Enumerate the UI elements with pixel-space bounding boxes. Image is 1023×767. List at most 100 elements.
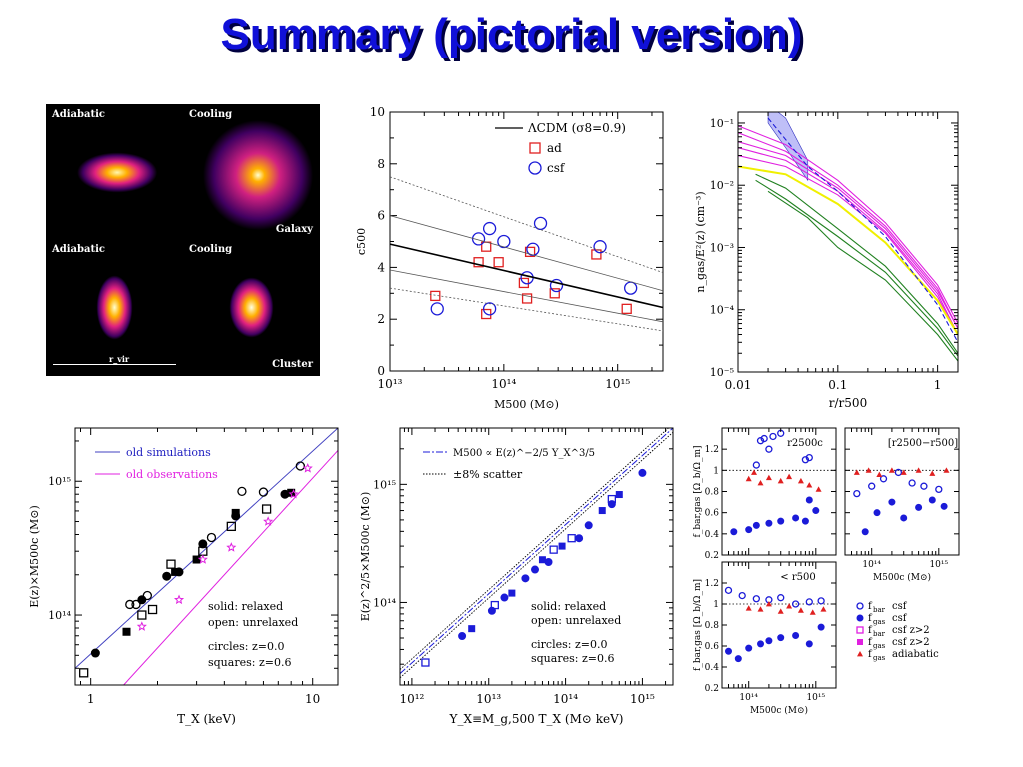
y-tick-label: 10⁻² [710, 179, 734, 192]
baryon-fraction-chart: 0.2 0.4 0.6 0.8 1 1.2 r2500c f_bar,gas [Ω_b/Ω_m… [693, 427, 960, 716]
legend-sub-4: gas [873, 654, 886, 662]
csf-point [549, 278, 564, 293]
fraction-point [943, 467, 950, 473]
fraction-point [853, 489, 861, 498]
data-point [122, 627, 131, 636]
scatter-band-line [389, 269, 664, 323]
y-tick-label: 1 [713, 466, 719, 476]
adiabatic-galaxy-image: Adiabatic [49, 107, 180, 238]
y-tick-label: 10⁻¹ [710, 117, 734, 130]
fraction-point [765, 519, 773, 527]
fraction-point [929, 470, 936, 476]
y-tick-label: 1.2 [705, 445, 719, 455]
fraction-point [876, 471, 883, 477]
data-point [142, 590, 152, 601]
legend-label-1: csf [892, 613, 908, 624]
profile-line-9 [767, 117, 958, 343]
x-tick-label: 10¹⁴ [862, 560, 881, 570]
y-tick-label: 8 [377, 157, 385, 171]
x-axis-label: M500c (M⊙) [750, 705, 808, 716]
annotation-1: open: unrelaxed [531, 614, 621, 627]
fraction-point [745, 644, 753, 652]
fraction-point [801, 517, 809, 525]
y-axis-label: f_bar,gas [Ω_b/Ω_m] [693, 579, 703, 671]
legend-sub-1: gas [873, 618, 886, 626]
data-point [500, 593, 509, 602]
legend-label-sim: old simulations [126, 446, 211, 459]
fraction-point [928, 496, 936, 504]
fraction-point [777, 477, 784, 484]
annotation-2: circles: z=0.0 [208, 640, 284, 653]
data-point [421, 658, 430, 667]
y-tick-label: 10⁻⁴ [710, 304, 735, 317]
y-tick-label: 10⁻³ [710, 241, 734, 254]
x-tick-label: 10¹³ [378, 377, 403, 391]
ad-point [549, 288, 560, 299]
fraction-point [734, 655, 742, 663]
fraction-point [760, 434, 768, 443]
csf-point [624, 281, 638, 295]
fraction-point [786, 603, 793, 609]
ad-point [521, 293, 533, 304]
y-tick-label: 10¹⁴ [373, 596, 396, 609]
y-tick-label: 0.2 [705, 551, 719, 561]
data-point [490, 600, 499, 610]
fraction-point [806, 482, 813, 488]
profile-line-1 [738, 132, 958, 329]
data-point [136, 621, 147, 631]
plot-frame [737, 111, 959, 373]
galaxy-label: Galaxy [275, 224, 313, 235]
plot-area [400, 428, 673, 679]
fraction-point [805, 640, 813, 648]
panel-label: < r500 [780, 572, 815, 583]
fraction-point [791, 600, 800, 608]
legend-f-3: f [868, 637, 873, 648]
rvir-label: r_vir [109, 354, 130, 364]
profile-line-7 [755, 179, 958, 357]
data-point [90, 648, 100, 658]
data-point [567, 534, 576, 543]
old observations-line [122, 450, 338, 685]
ad-point [481, 308, 492, 320]
data-point [558, 542, 566, 550]
plot-area [738, 112, 958, 362]
y-axis-label: f_bar,gas [Ω_b/Ω_m] [693, 445, 703, 537]
legend-f-2: f [868, 625, 873, 636]
ad-point [591, 249, 602, 260]
data-point [162, 571, 172, 581]
ad-point [473, 257, 484, 268]
x-tick-label: 10¹³ [476, 692, 501, 706]
legend-f-4: f [868, 649, 873, 660]
y-tick-label: 0.4 [705, 663, 720, 673]
fraction-point [817, 597, 825, 605]
data-point [226, 521, 236, 532]
fraction-point [820, 606, 827, 612]
y-tick-label: 0.8 [705, 621, 720, 631]
data-point [468, 625, 476, 633]
cluster-label: Cluster [272, 359, 313, 370]
fraction-point [792, 514, 800, 522]
fraction-point [865, 467, 872, 473]
fraction-point [745, 605, 752, 611]
data-point [206, 532, 217, 543]
data-point [615, 491, 623, 499]
ad-point [518, 277, 530, 289]
profile-line-6 [755, 173, 958, 354]
y-tick-label: 4 [377, 260, 385, 274]
fraction-point [915, 467, 922, 473]
annotation-0: solid: relaxed [531, 600, 606, 613]
fraction-point [745, 526, 753, 534]
ad-point [524, 246, 536, 258]
fraction-point [888, 467, 895, 473]
data-point [598, 507, 606, 515]
fraction-point [757, 480, 764, 486]
fraction-point [756, 437, 765, 445]
legend-label-lcdm: ΛCDM (σ8=0.9) [527, 121, 626, 135]
density-profile-chart: 0.01 0.1 1 10⁻⁵ 10⁻⁴ 10⁻³ 10⁻² 10⁻¹ r/r500 n_gas/… [694, 111, 959, 410]
y-axis-label: E(z)×M500c (M⊙) [28, 505, 41, 608]
x-tick-label: 10 [305, 692, 320, 706]
csf-point [430, 302, 444, 316]
annotation-0: solid: relaxed [208, 600, 283, 613]
fraction-point [812, 507, 820, 515]
fraction-point [805, 496, 813, 504]
